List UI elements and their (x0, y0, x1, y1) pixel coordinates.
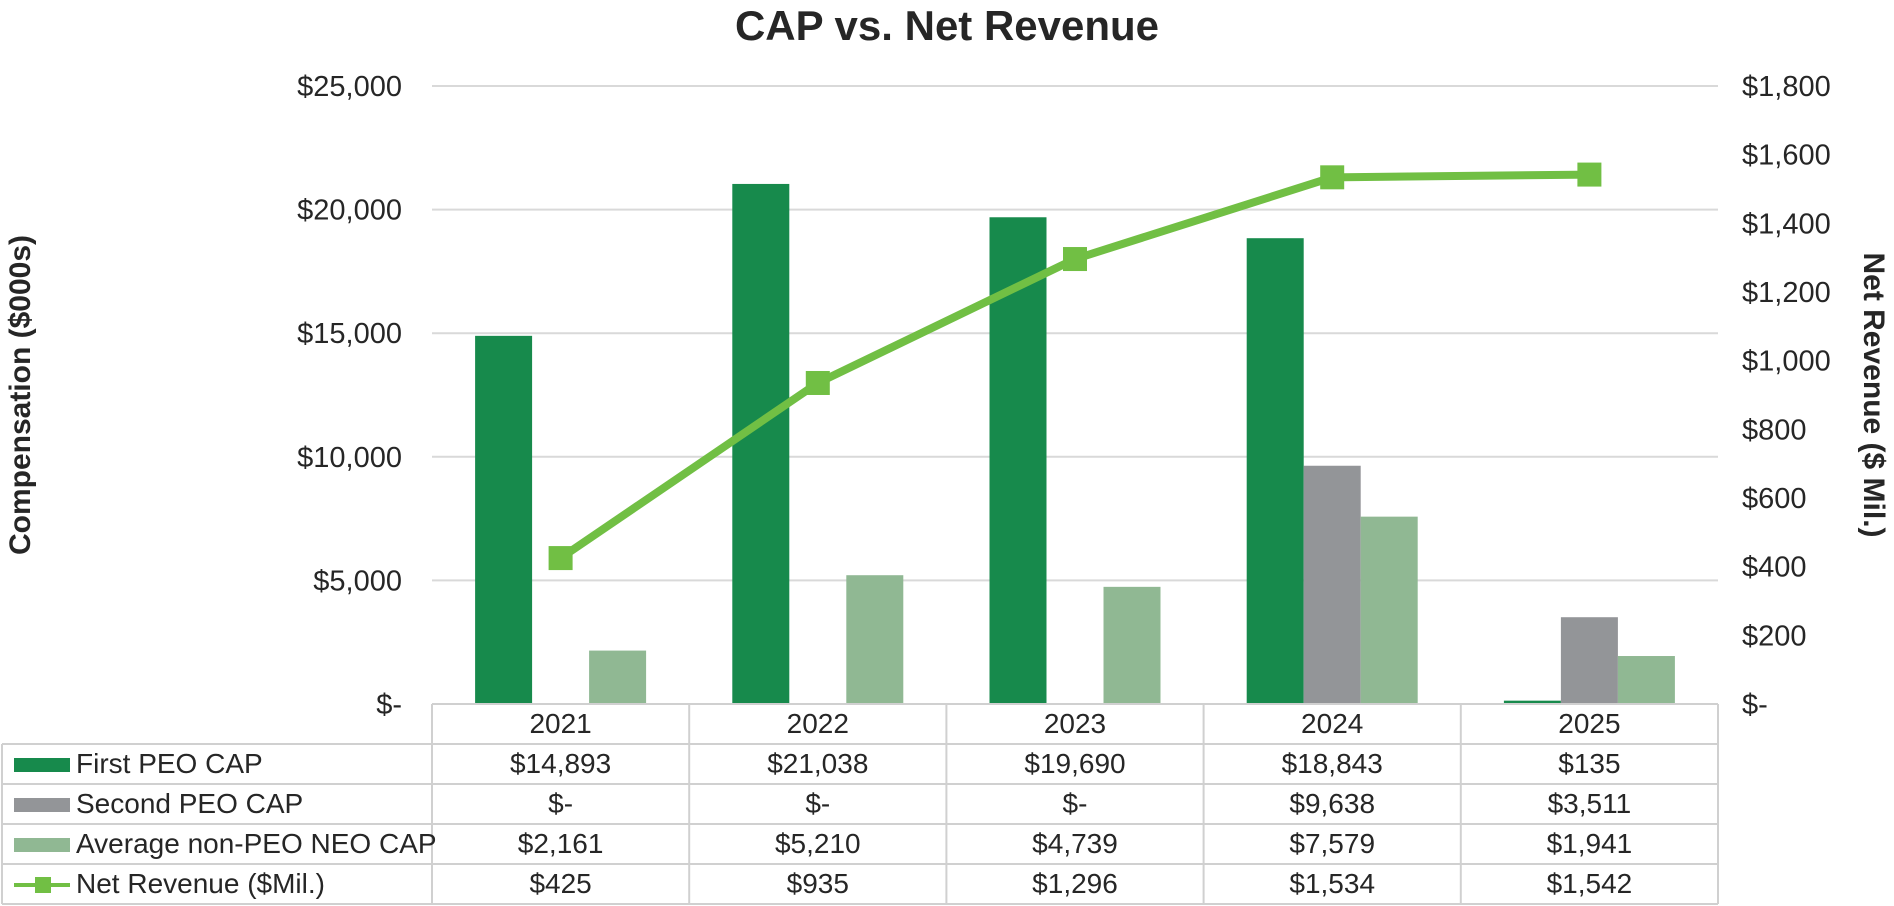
line-point-2022 (805, 370, 830, 395)
table-cell: $1,941 (1547, 828, 1633, 859)
category-label: 2021 (529, 708, 591, 739)
y2-tick-label: $400 (1742, 552, 1807, 584)
legend-label: Average non-PEO NEO CAP (76, 828, 437, 859)
legend-label: Second PEO CAP (76, 788, 303, 819)
table-cell: $2,161 (518, 828, 604, 859)
y2-tick-label: $800 (1742, 414, 1807, 446)
legend-swatch (14, 798, 70, 812)
data-table: 2021 2022 2023 2024 2025 First PEO CAP $14,893… (1, 703, 1719, 905)
y2-axis-ticks: $- $200 $400 $600 $800 $1,000 $1,200 $1,400 $1,6… (1742, 71, 1831, 721)
table-cell: $9,638 (1289, 788, 1375, 819)
bar-3-2022 (846, 575, 904, 704)
table-cell: $3,511 (1548, 788, 1632, 819)
table-cell: $5,210 (775, 828, 861, 859)
y-tick-label: $10,000 (297, 442, 402, 474)
table-cell: $7,579 (1289, 828, 1375, 859)
bar-2-2025 (1560, 617, 1618, 704)
bar-1-2024 (1246, 238, 1304, 704)
table-cell: $1,296 (1032, 868, 1118, 899)
y-axis-label: Compensation ($000s) (4, 235, 37, 555)
y-tick-label: $5,000 (313, 565, 402, 597)
line-marks (548, 162, 1602, 571)
table-cell: $4,739 (1032, 828, 1118, 859)
legend-label: First PEO CAP (76, 748, 263, 779)
bar-2-2024 (1303, 465, 1361, 704)
table-cell: $1,534 (1289, 868, 1375, 899)
net-revenue-line (558, 170, 1590, 562)
table-cell: $935 (787, 868, 849, 899)
y-tick-label: $15,000 (297, 318, 402, 350)
table-cell: $1,542 (1547, 868, 1633, 899)
bar-1-2025 (1503, 700, 1561, 704)
line-point-2023 (1063, 247, 1087, 272)
y2-tick-label: $1,000 (1742, 346, 1831, 378)
y-tick-label: $25,000 (297, 71, 402, 103)
table-cell: $19,690 (1024, 748, 1125, 779)
y2-axis-label: Net Revenue ($ Mil.) (1857, 252, 1890, 537)
table-cell: $21,038 (767, 748, 868, 779)
table-cell: $425 (529, 868, 591, 899)
y-axis-ticks: $- $5,000 $10,000 $15,000 $20,000 $25,000 (297, 71, 402, 721)
table-cell: $- (548, 788, 573, 819)
y2-tick-label: $1,400 (1742, 208, 1831, 240)
bar-3-2021 (589, 650, 647, 704)
category-label: 2022 (787, 708, 849, 739)
y2-tick-label: $- (1742, 689, 1768, 721)
gridlines (432, 85, 1718, 582)
y2-tick-label: $1,600 (1742, 140, 1831, 172)
category-label: 2023 (1044, 708, 1106, 739)
legend-label: Net Revenue ($Mil.) (76, 868, 325, 899)
line-point-2024 (1320, 165, 1345, 190)
line-point-2025 (1577, 162, 1602, 187)
category-label: 2024 (1301, 708, 1363, 739)
bar-1-2021 (475, 335, 533, 704)
y2-tick-label: $1,800 (1742, 71, 1831, 103)
table-cell: $18,843 (1282, 748, 1383, 779)
table-cell: $- (1063, 788, 1088, 819)
bar-3-2023 (1103, 586, 1161, 704)
y2-tick-label: $600 (1742, 483, 1807, 515)
table-cell: $14,893 (510, 748, 611, 779)
bar-marks (475, 183, 1675, 705)
bar-3-2025 (1617, 656, 1675, 704)
legend-swatch (14, 758, 70, 772)
table-cell: $- (805, 788, 830, 819)
legend-swatch (14, 838, 70, 852)
y2-tick-label: $1,200 (1742, 277, 1831, 309)
y2-tick-label: $200 (1742, 620, 1807, 652)
y-tick-label: $- (376, 689, 402, 721)
bar-3-2024 (1360, 516, 1418, 704)
y-tick-label: $20,000 (297, 195, 402, 227)
legend-marker (35, 877, 51, 893)
table-cell: $135 (1558, 748, 1620, 779)
bar-1-2022 (732, 183, 790, 704)
chart-title: CAP vs. Net Revenue (735, 2, 1159, 49)
category-label: 2025 (1558, 708, 1620, 739)
line-point-2021 (548, 546, 573, 571)
